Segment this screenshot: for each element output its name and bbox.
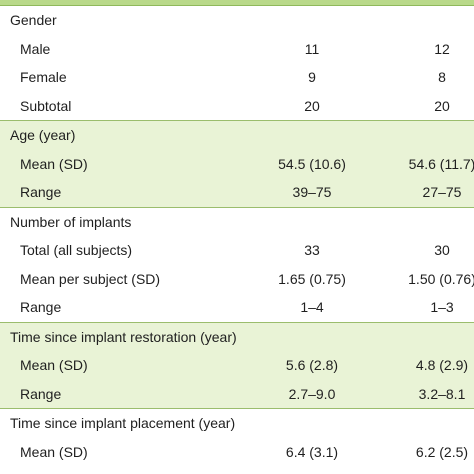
section-time-since-placement: Time since implant placement (year) Mean…	[0, 408, 474, 466]
section-gender: Gender Male 11 12 Female 9 8 Subtotal 20…	[0, 6, 474, 120]
group-2-value: 1–3	[430, 299, 454, 315]
row-label: Subtotal	[20, 97, 72, 114]
table-row: Total (all subjects) 33 30	[0, 236, 474, 265]
table-row: Range 2.7–9.0 3.2–8.1	[0, 380, 474, 409]
group-2-value: 54.6 (11.7)	[408, 155, 474, 172]
row-label: Mean per subject (SD)	[20, 270, 161, 287]
group-1-value: 54.5 (10.6)	[278, 155, 346, 172]
row-label: Mean (SD)	[20, 357, 88, 373]
row-label: Male	[20, 40, 51, 57]
section-title: Number of implants	[10, 213, 132, 230]
section-number-of-implants: Number of implants Total (all subjects) …	[0, 206, 474, 322]
row-label: Range	[20, 385, 62, 402]
table-row: Mean (SD) 5.6 (2.8) 4.8 (2.9)	[0, 351, 474, 380]
table-row: Range 1–4 1–3	[0, 293, 474, 322]
row-label: Range	[20, 184, 62, 200]
group-2-value: 1.50 (0.76)	[408, 270, 474, 287]
group-1-value: 33	[304, 242, 320, 258]
group-2-value: 3.2–8.1	[418, 385, 466, 402]
group-2-value: 20	[434, 97, 450, 114]
group-1-value: 39–75	[292, 184, 332, 200]
group-1-value: 6.4 (3.1)	[285, 443, 339, 460]
group-1-value: 2.7–9.0	[288, 385, 336, 402]
group-2-value: 27–75	[422, 184, 462, 200]
table-row: Range 39–75 27–75	[0, 178, 474, 207]
section-heading: Gender	[0, 6, 474, 35]
group-1-value: 5.6 (2.8)	[285, 357, 339, 373]
row-label: Total (all subjects)	[20, 242, 133, 258]
group-1-value: 11	[304, 40, 320, 57]
table-header-bar	[0, 0, 474, 6]
table-row: Male 11 12	[0, 35, 474, 64]
section-age: Age (year) Mean (SD) 54.5 (10.6) 54.6 (1…	[0, 120, 474, 207]
section-heading: Time since implant restoration (year)	[0, 323, 474, 352]
table-row: Subtotal 20 20	[0, 92, 474, 121]
section-title: Gender	[10, 12, 57, 28]
group-2-value: 8	[438, 69, 446, 85]
row-label: Female	[20, 69, 67, 85]
section-heading: Number of implants	[0, 208, 474, 237]
table-row: Female 9 8	[0, 63, 474, 92]
section-title: Time since implant placement (year)	[10, 415, 236, 431]
table-row: Mean (SD) 6.4 (3.1) 6.2 (2.5)	[0, 438, 474, 467]
group-1-value: 1.65 (0.75)	[278, 270, 346, 287]
group-2-value: 6.2 (2.5)	[415, 443, 469, 460]
table-row: Mean per subject (SD) 1.65 (0.75) 1.50 (…	[0, 265, 474, 294]
group-2-value: 4.8 (2.9)	[415, 357, 469, 373]
section-time-since-restoration: Time since implant restoration (year) Me…	[0, 321, 474, 409]
section-heading: Time since implant placement (year)	[0, 409, 474, 438]
group-1-value: 1–4	[300, 299, 324, 315]
group-2-value: 12	[434, 40, 450, 57]
row-label: Mean (SD)	[20, 443, 88, 460]
table-row: Mean (SD) 54.5 (10.6) 54.6 (11.7)	[0, 150, 474, 179]
section-title: Age (year)	[10, 127, 76, 143]
section-title: Time since implant restoration (year)	[10, 328, 237, 345]
section-heading: Age (year)	[0, 121, 474, 150]
group-1-value: 20	[304, 97, 320, 114]
group-2-value: 30	[434, 242, 450, 258]
row-label: Mean (SD)	[20, 155, 88, 172]
group-1-value: 9	[308, 69, 316, 85]
row-label: Range	[20, 299, 62, 315]
